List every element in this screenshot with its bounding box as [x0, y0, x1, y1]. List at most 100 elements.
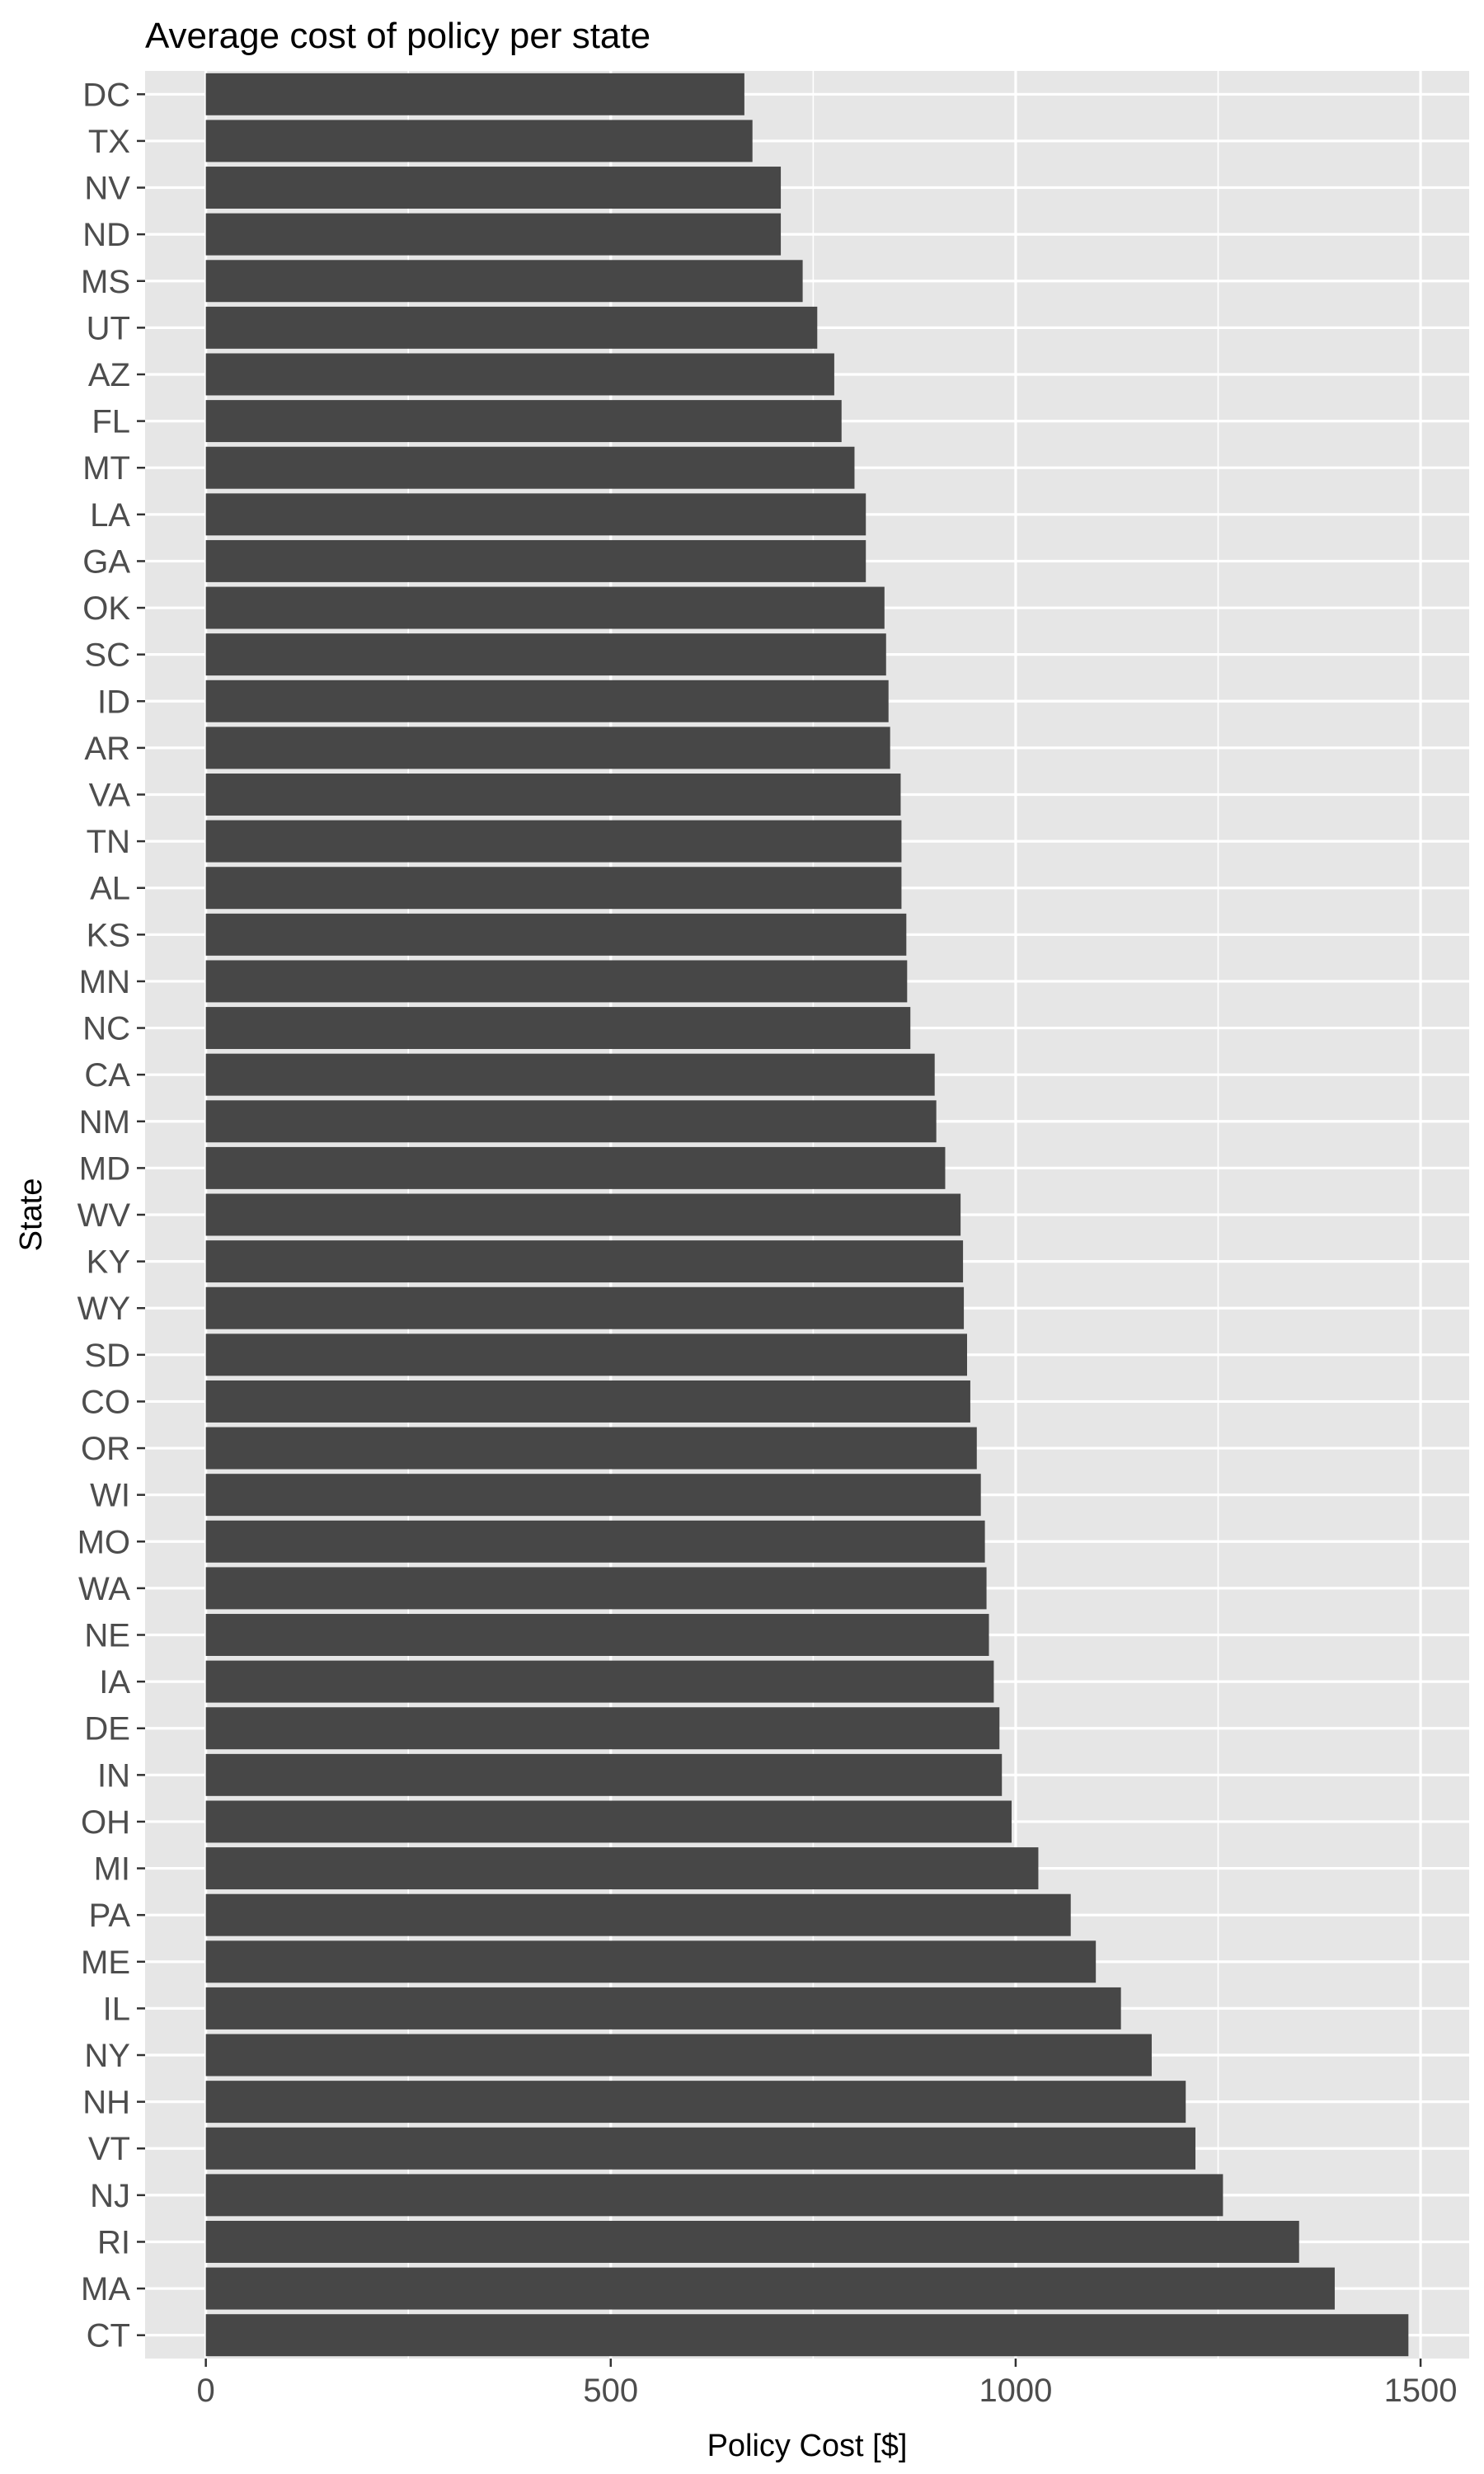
y-tick-label: ME: [81, 1945, 130, 1981]
bar-mi: [205, 1847, 1039, 1890]
y-tick-label: NH: [82, 2085, 130, 2121]
y-tick-label: CO: [81, 1384, 130, 1420]
y-tick-label: ND: [82, 217, 130, 253]
y-tick-label: TX: [88, 124, 130, 160]
bar-mo: [205, 1520, 985, 1563]
bar-la: [205, 493, 866, 536]
y-tick-label: CT: [87, 2318, 130, 2354]
bar-mn: [205, 960, 908, 1003]
x-axis: 0 500 1000 1500: [197, 2359, 1458, 2409]
y-tick-label: WY: [77, 1291, 130, 1327]
bar-wa: [205, 1567, 987, 1610]
y-tick-label: LA: [90, 497, 130, 534]
bar-co: [205, 1380, 970, 1423]
bar-tx: [205, 120, 753, 162]
bars: [205, 73, 1409, 2357]
y-tick-label: AR: [84, 731, 130, 767]
bar-wv: [205, 1193, 961, 1236]
bar-nc: [205, 1007, 911, 1050]
y-tick-label: MT: [82, 450, 130, 487]
bar-il: [205, 1987, 1121, 2030]
y-tick-label: NE: [84, 1618, 130, 1654]
bar-nv: [205, 167, 782, 209]
y-tick-label: ID: [97, 684, 130, 720]
y-tick-label: KY: [87, 1244, 130, 1281]
y-tick-label: KS: [87, 917, 130, 953]
y-tick-label: MD: [79, 1150, 130, 1187]
bar-vt: [205, 2127, 1195, 2170]
y-tick-label: VA: [89, 777, 131, 813]
y-tick-label: PA: [89, 1898, 131, 1934]
y-tick-label: VT: [88, 2131, 130, 2167]
y-tick-label: NY: [84, 2038, 130, 2074]
bar-sc: [205, 633, 886, 676]
bar-va: [205, 774, 901, 816]
y-tick-label: SD: [84, 1338, 130, 1374]
y-tick-label: MO: [77, 1524, 130, 1560]
y-tick-label: NC: [82, 1011, 130, 1047]
bar-ky: [205, 1240, 964, 1283]
bar-ok: [205, 586, 885, 629]
y-tick-label: IL: [103, 1991, 130, 2027]
y-tick-label: WA: [78, 1571, 130, 1607]
x-tick-label: 1000: [979, 2373, 1052, 2409]
y-tick-label: MI: [94, 1851, 130, 1888]
bar-ia: [205, 1660, 994, 1703]
y-tick-label: NJ: [90, 2178, 130, 2214]
bar-me: [205, 1940, 1097, 1983]
bar-nm: [205, 1100, 937, 1143]
y-tick-label: NM: [79, 1104, 130, 1141]
bar-sd: [205, 1333, 967, 1376]
y-tick-label: AZ: [88, 357, 130, 393]
y-tick-label: OR: [81, 1431, 130, 1467]
bar-ct: [205, 2314, 1409, 2357]
y-tick-label: MA: [81, 2271, 130, 2307]
y-tick-label: RI: [97, 2224, 130, 2260]
y-tick-label: WV: [77, 1197, 131, 1234]
bar-ut: [205, 306, 818, 349]
bar-ne: [205, 1614, 989, 1656]
y-tick-label: DC: [82, 77, 130, 113]
bar-nd: [205, 213, 782, 256]
y-tick-label: DE: [84, 1711, 130, 1747]
y-tick-label: CA: [84, 1057, 130, 1094]
bar-ks: [205, 913, 907, 956]
y-tick-label: OK: [82, 590, 130, 627]
y-tick-label: IN: [97, 1757, 130, 1794]
bar-in: [205, 1753, 1003, 1796]
bar-ms: [205, 260, 803, 303]
y-axis: DC TX NV ND MS UT AZ FL MT LA GA OK SC ID AR VA TN AL KS MN…: [77, 77, 145, 2354]
x-tick-label: 0: [197, 2373, 215, 2409]
bar-dc: [205, 73, 744, 115]
y-tick-label: MN: [79, 964, 130, 1000]
bar-az: [205, 353, 834, 396]
y-tick-label: GA: [82, 543, 130, 580]
y-axis-title: State: [14, 1178, 49, 1252]
bar-ca: [205, 1053, 935, 1096]
bar-or: [205, 1427, 977, 1470]
y-tick-label: AL: [90, 871, 130, 907]
chart-title: Average cost of policy per state: [145, 16, 650, 56]
bar-fl: [205, 400, 842, 443]
bar-tn: [205, 820, 902, 863]
y-tick-label: WI: [90, 1478, 130, 1514]
y-tick-label: IA: [99, 1664, 130, 1700]
bar-nj: [205, 2174, 1223, 2217]
x-tick-label: 500: [583, 2373, 638, 2409]
y-tick-label: FL: [92, 404, 130, 440]
x-axis-title: Policy Cost [$]: [707, 2429, 908, 2463]
y-tick-label: UT: [87, 310, 130, 346]
y-tick-label: TN: [87, 824, 130, 860]
y-tick-label: SC: [84, 637, 130, 674]
bar-md: [205, 1146, 946, 1189]
bar-wy: [205, 1286, 965, 1329]
x-tick-label: 1500: [1384, 2373, 1458, 2409]
bar-mt: [205, 446, 855, 489]
bar-oh: [205, 1800, 1012, 1843]
bar-ar: [205, 727, 890, 769]
bar-de: [205, 1707, 1000, 1750]
y-tick-label: MS: [81, 264, 130, 300]
bar-al: [205, 867, 902, 910]
bar-ri: [205, 2220, 1299, 2263]
